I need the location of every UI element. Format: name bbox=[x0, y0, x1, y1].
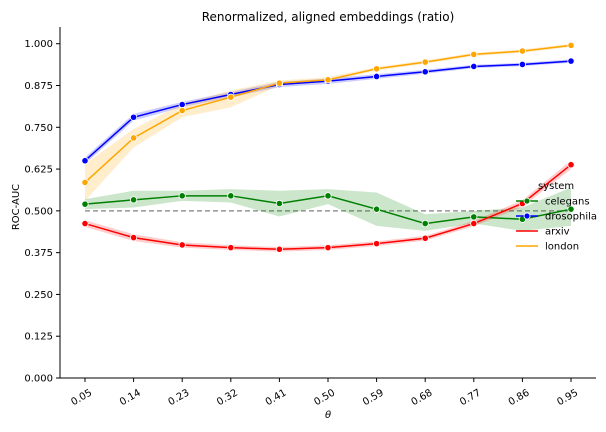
data-point-celegans bbox=[275, 199, 283, 208]
y-tick-label: 0.375 bbox=[24, 248, 53, 259]
legend-label-celegans: celegans bbox=[545, 197, 590, 208]
data-point-drosophila bbox=[81, 157, 89, 165]
x-tick-label: 0.77 bbox=[458, 388, 483, 409]
ci-band-arxiv bbox=[85, 160, 571, 252]
data-point-arxiv bbox=[227, 244, 235, 252]
data-point-london bbox=[470, 50, 478, 59]
legend-marker-drosophila bbox=[523, 212, 531, 220]
data-point-london bbox=[421, 58, 429, 66]
x-tick-label: 0.50 bbox=[312, 388, 337, 409]
series-line-drosophila bbox=[84, 60, 572, 162]
ci-band-london bbox=[85, 43, 571, 201]
x-tick-label: 0.32 bbox=[215, 388, 240, 409]
x-tick-label: 0.14 bbox=[118, 388, 143, 409]
data-point-london bbox=[275, 79, 283, 87]
data-point-drosophila bbox=[470, 62, 478, 71]
ci-band-drosophila bbox=[85, 59, 571, 165]
legend-title: system bbox=[538, 181, 574, 192]
data-point-arxiv bbox=[324, 244, 332, 252]
data-point-london bbox=[81, 178, 89, 187]
data-point-drosophila bbox=[372, 72, 381, 81]
legend-label-london: london bbox=[545, 242, 579, 253]
x-tick-label: 0.41 bbox=[264, 388, 289, 409]
data-point-drosophila bbox=[567, 57, 575, 65]
data-point-arxiv bbox=[470, 219, 478, 228]
data-point-celegans bbox=[421, 219, 429, 228]
data-point-drosophila bbox=[421, 68, 429, 76]
plot-area: 0.000 0.125 0.250 0.375 0.500 0.625 0.750 0.875… bbox=[24, 27, 596, 408]
y-tick-label: 0.625 bbox=[24, 165, 53, 176]
data-point-london bbox=[324, 76, 332, 84]
y-tick-label: 0.750 bbox=[24, 123, 53, 134]
y-tick-label: 1.000 bbox=[24, 39, 53, 50]
data-point-celegans bbox=[372, 205, 381, 213]
data-point-london bbox=[227, 93, 235, 101]
data-point-celegans bbox=[470, 213, 478, 221]
data-point-celegans bbox=[324, 192, 332, 200]
x-tick-label: 0.95 bbox=[555, 388, 580, 409]
data-point-london bbox=[130, 134, 138, 142]
y-tick-label: 0.250 bbox=[24, 290, 53, 301]
y-tick-label: 0.000 bbox=[24, 374, 53, 385]
data-point-drosophila bbox=[178, 100, 186, 109]
data-point-arxiv bbox=[372, 240, 381, 248]
series-line-arxiv bbox=[84, 164, 572, 251]
legend-marker-celegans bbox=[523, 197, 531, 205]
x-tick-label: 0.23 bbox=[167, 388, 192, 409]
data-point-arxiv bbox=[567, 161, 575, 169]
legend-label-arxiv: arxiv bbox=[545, 227, 570, 238]
data-point-london bbox=[372, 65, 381, 73]
data-point-celegans bbox=[130, 196, 138, 204]
data-point-celegans bbox=[567, 205, 575, 213]
x-axis-label: θ bbox=[325, 410, 331, 421]
x-tick-label: 0.68 bbox=[410, 388, 435, 409]
data-point-london bbox=[567, 41, 575, 49]
data-point-celegans bbox=[81, 200, 89, 208]
data-point-arxiv bbox=[130, 234, 138, 242]
data-point-london bbox=[178, 106, 186, 115]
legend: system celegans drosophila arxiv london bbox=[516, 181, 597, 253]
y-tick-label: 0.125 bbox=[24, 332, 53, 343]
legend-label-drosophila: drosophila bbox=[545, 212, 597, 223]
chart-title: Renormalized, aligned embeddings (ratio) bbox=[202, 10, 455, 24]
data-point-celegans bbox=[178, 192, 186, 200]
data-point-london bbox=[518, 47, 527, 55]
x-tick-label: 0.86 bbox=[507, 388, 532, 409]
data-point-arxiv bbox=[81, 219, 89, 228]
y-tick-label: 0.875 bbox=[24, 81, 53, 92]
data-point-arxiv bbox=[178, 241, 186, 249]
data-point-celegans bbox=[227, 192, 235, 200]
data-point-arxiv bbox=[421, 234, 429, 242]
data-point-drosophila bbox=[518, 60, 527, 69]
data-point-drosophila bbox=[130, 113, 138, 121]
y-tick-label: 0.500 bbox=[24, 206, 53, 217]
x-tick-label: 0.59 bbox=[361, 388, 386, 409]
data-point-arxiv bbox=[275, 245, 283, 253]
y-axis-label: ROC-AUC bbox=[11, 184, 22, 230]
x-tick-label: 0.05 bbox=[69, 388, 94, 409]
